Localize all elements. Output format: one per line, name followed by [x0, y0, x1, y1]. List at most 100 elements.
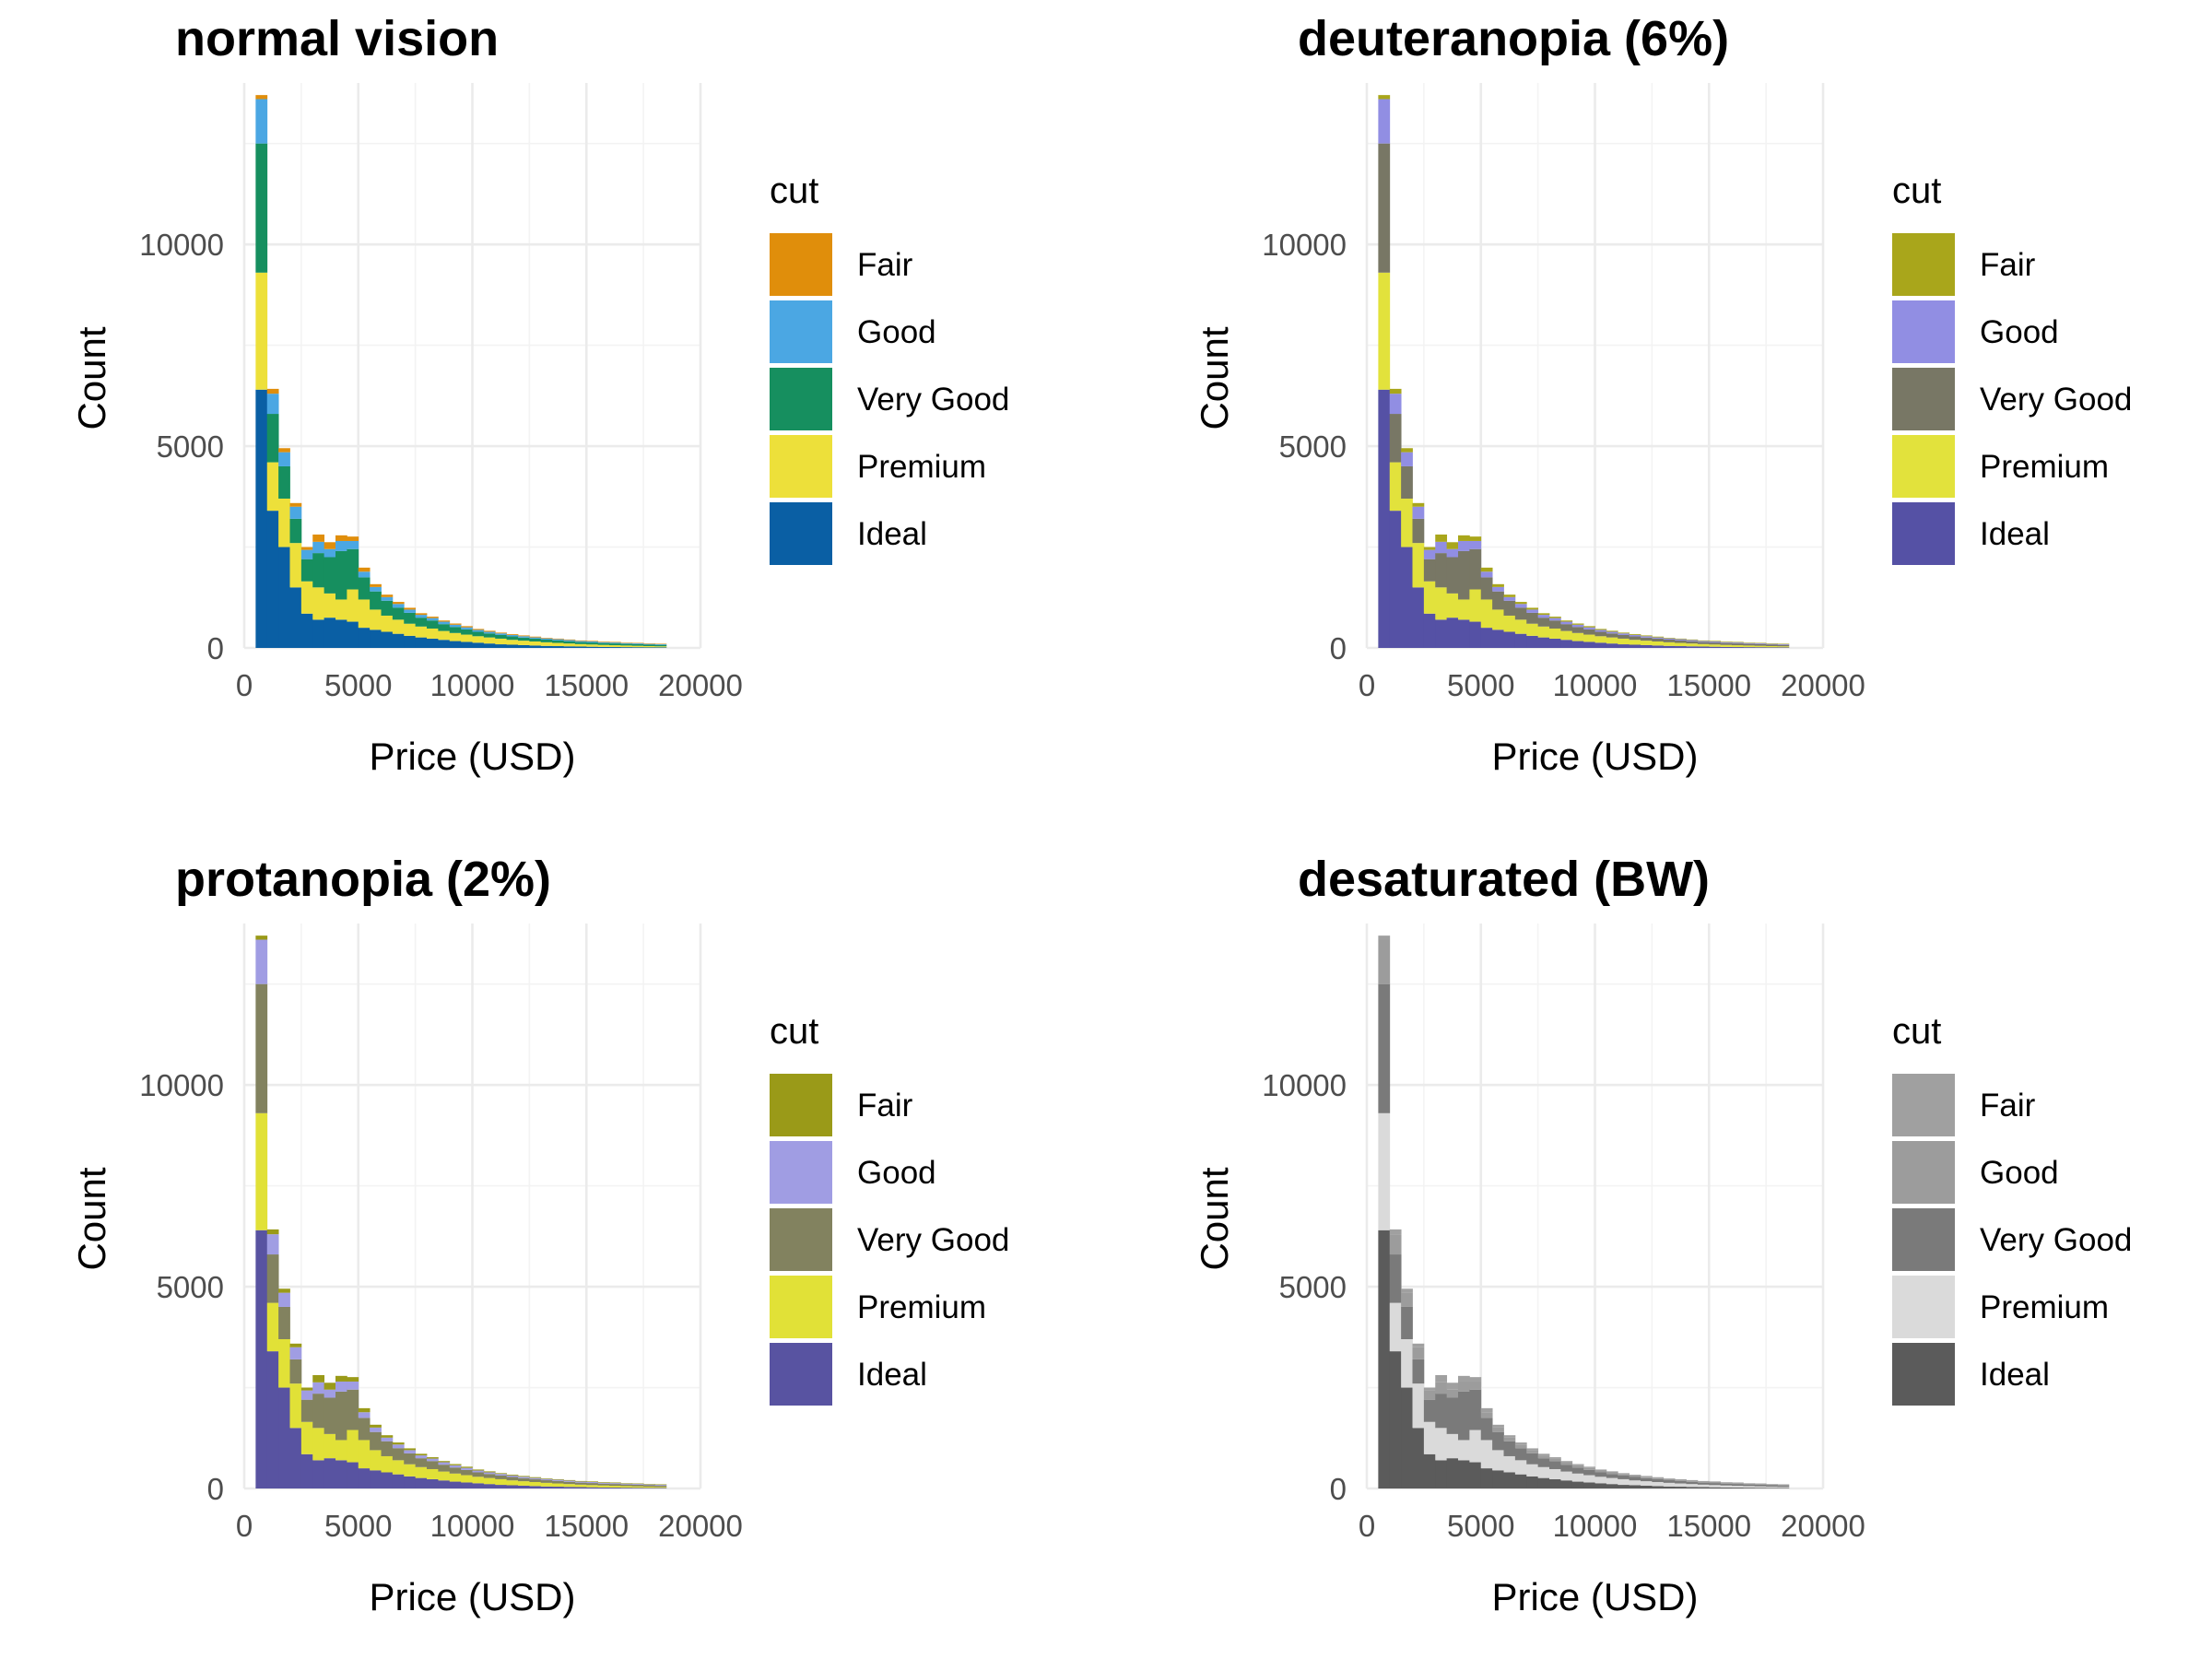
bar-fair-bin-29: [586, 1481, 599, 1482]
x-tick-label: 15000: [1666, 1509, 1751, 1543]
bar-very-good-bin-0: [1378, 143, 1391, 273]
bar-ideal-bin-31: [609, 647, 621, 648]
bar-very-good-bin-20: [483, 1474, 496, 1478]
bar-fair-bin-22: [506, 1475, 519, 1476]
bar-fair-bin-16: [1560, 1461, 1573, 1463]
bar-good-bin-12: [392, 1444, 405, 1449]
bar-ideal-bin-25: [540, 645, 553, 648]
bar-premium-bin-29: [1709, 1485, 1722, 1488]
bar-fair-bin-23: [1641, 1476, 1653, 1477]
bar-ideal-bin-7: [1458, 619, 1470, 648]
bar-ideal-bin-1: [1389, 511, 1402, 648]
bar-good-bin-16: [1560, 621, 1573, 625]
bar-good-bin-25: [1663, 638, 1676, 641]
bar-ideal-bin-0: [255, 1230, 268, 1488]
bar-fair-bin-27: [563, 1479, 576, 1481]
bar-fair-bin-11: [1503, 594, 1516, 597]
legend-label-good: Good: [1980, 314, 2059, 350]
bar-very-good-bin-25: [540, 640, 553, 642]
bar-premium-bin-33: [631, 1486, 644, 1488]
bar-fair-bin-10: [370, 583, 382, 587]
x-tick-label: 10000: [1553, 668, 1638, 702]
bar-very-good-bin-28: [1697, 641, 1710, 644]
bar-fair-bin-2: [1401, 1288, 1413, 1293]
bar-good-bin-8: [1469, 1381, 1482, 1390]
bar-premium-bin-20: [483, 1477, 496, 1485]
bar-ideal-bin-24: [529, 1486, 542, 1488]
bar-premium-bin-18: [461, 634, 473, 642]
bar-very-good-bin-21: [1618, 1475, 1630, 1479]
bar-good-bin-15: [427, 618, 439, 621]
bar-good-bin-11: [1503, 1437, 1516, 1441]
bar-good-bin-30: [597, 1482, 610, 1484]
bar-very-good-bin-28: [1697, 1482, 1710, 1485]
bar-very-good-bin-32: [1743, 1484, 1756, 1487]
bar-fair-bin-16: [1560, 620, 1573, 622]
bar-premium-bin-5: [1435, 587, 1448, 620]
bar-premium-bin-9: [358, 599, 371, 629]
bar-premium-bin-22: [1629, 640, 1641, 645]
bar-good-bin-29: [586, 1481, 599, 1484]
bar-good-bin-28: [574, 1481, 587, 1483]
bar-very-good-bin-16: [1560, 624, 1573, 631]
bar-good-bin-31: [609, 642, 621, 644]
bar-very-good-bin-3: [1412, 1359, 1425, 1384]
bar-very-good-bin-24: [529, 638, 542, 641]
bar-good-bin-9: [358, 1412, 371, 1418]
bar-premium-bin-21: [1618, 1478, 1630, 1486]
bar-fair-bin-13: [404, 1448, 417, 1451]
bar-ideal-bin-12: [1514, 1474, 1527, 1488]
bar-very-good-bin-9: [358, 1418, 371, 1441]
y-tick-label: 10000: [1262, 1068, 1347, 1102]
bar-premium-bin-10: [370, 1450, 382, 1471]
bar-premium-bin-22: [506, 640, 519, 645]
bar-good-bin-15: [427, 1458, 439, 1462]
bar-premium-bin-18: [1583, 1475, 1595, 1483]
bar-good-bin-21: [1618, 1474, 1630, 1476]
bar-very-good-bin-10: [1492, 591, 1504, 610]
bar-premium-bin-3: [289, 543, 302, 588]
bar-very-good-bin-22: [506, 1477, 519, 1481]
bar-very-good-bin-10: [370, 591, 382, 610]
bar-good-bin-9: [1480, 1412, 1493, 1418]
bar-fair-bin-35: [654, 1484, 667, 1485]
bar-ideal-bin-6: [324, 1458, 336, 1488]
bar-fair-bin-34: [643, 643, 655, 644]
bar-ideal-bin-16: [1560, 640, 1573, 648]
bar-very-good-bin-9: [1480, 1418, 1493, 1441]
bar-ideal-bin-21: [1618, 1485, 1630, 1488]
bar-very-good-bin-11: [381, 600, 394, 616]
bar-premium-bin-21: [495, 1478, 508, 1486]
bar-good-bin-30: [1720, 641, 1733, 643]
bar-ideal-bin-7: [335, 1460, 347, 1488]
bar-ideal-bin-9: [358, 628, 371, 648]
bar-very-good-bin-34: [1766, 1485, 1778, 1487]
bar-fair-bin-0: [1378, 935, 1391, 940]
bar-ideal-bin-14: [415, 1477, 428, 1488]
bar-premium-bin-32: [620, 645, 633, 648]
bar-ideal-bin-18: [1583, 1482, 1595, 1488]
bar-very-good-bin-32: [620, 1484, 633, 1487]
bar-premium-bin-12: [392, 1460, 405, 1475]
bar-premium-bin-17: [1571, 1473, 1584, 1482]
bar-fair-bin-0: [1378, 95, 1391, 100]
bar-premium-bin-22: [1629, 1480, 1641, 1486]
bar-very-good-bin-34: [643, 1485, 655, 1487]
bar-very-good-bin-17: [449, 1467, 462, 1474]
bar-very-good-bin-18: [1583, 1469, 1595, 1476]
bar-very-good-bin-2: [278, 465, 290, 499]
bar-good-bin-30: [1720, 1482, 1733, 1484]
bar-very-good-bin-29: [586, 642, 599, 645]
bar-ideal-bin-17: [449, 1481, 462, 1488]
bar-good-bin-0: [1378, 939, 1391, 984]
bar-fair-bin-25: [1663, 638, 1676, 639]
bar-premium-bin-2: [278, 1338, 290, 1388]
panel-title: deuteranopia (6%): [1298, 11, 1729, 66]
bar-good-bin-15: [1549, 618, 1561, 621]
legend-label-fair: Fair: [1980, 247, 2036, 283]
bar-very-good-bin-13: [404, 1453, 417, 1465]
bar-good-bin-14: [415, 1455, 428, 1459]
bar-very-good-bin-28: [574, 641, 587, 644]
bar-good-bin-1: [266, 394, 279, 415]
bar-good-bin-12: [1514, 604, 1527, 608]
